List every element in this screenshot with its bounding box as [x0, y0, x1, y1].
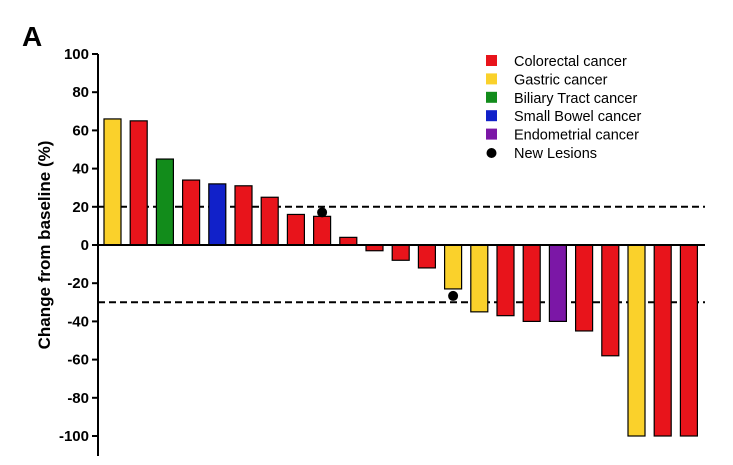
bar [444, 244, 463, 290]
legend: Colorectal cancer Gastric cancer Biliary T… [486, 54, 641, 162]
legend-swatch [486, 55, 497, 66]
y-tick-label: 60 [72, 122, 89, 139]
bar [496, 244, 515, 317]
y-axis-title: Change from baseline (%) [35, 141, 54, 350]
bar [155, 158, 174, 246]
bar [548, 244, 568, 323]
legend-swatch [486, 73, 497, 85]
bar [129, 120, 148, 246]
new-lesion-marker [448, 290, 459, 301]
legend-swatch [486, 91, 497, 103]
bars [103, 118, 699, 437]
legend-swatch [486, 110, 497, 122]
panel-label: A [22, 21, 42, 52]
bar [103, 118, 122, 246]
y-tick-label: -40 [67, 313, 89, 330]
y-tick-label: -20 [67, 275, 89, 292]
y-tick-label: 0 [81, 237, 89, 254]
bar [417, 244, 436, 269]
bar [470, 244, 489, 313]
bar [653, 244, 672, 437]
bar [286, 213, 305, 246]
bar [208, 183, 227, 246]
legend-label: New Lesions [514, 146, 597, 162]
bar [313, 215, 332, 246]
y-tick-label: 100 [64, 46, 89, 63]
bar [391, 244, 410, 261]
bar [627, 244, 646, 437]
bar [234, 185, 253, 246]
legend-label: Biliary Tract cancer [514, 91, 637, 107]
legend-marker [486, 148, 497, 158]
legend-label: Gastric cancer [514, 72, 608, 88]
y-tick-label: -100 [59, 428, 89, 445]
bar [182, 179, 201, 246]
bar [601, 244, 620, 357]
legend-label: Small Bowel cancer [514, 109, 641, 125]
y-axis: 100 80 60 40 20 0 -20 -40 -60 -80 -100 [59, 46, 99, 456]
bar [522, 244, 541, 323]
legend-label: Endometrial cancer [514, 128, 639, 144]
y-tick-label: -80 [67, 390, 89, 407]
bar [679, 244, 699, 437]
new-lesion-markers [317, 207, 459, 301]
y-tick-label: 20 [72, 199, 89, 216]
new-lesion-marker [317, 207, 328, 218]
legend-label: Colorectal cancer [514, 54, 627, 70]
bar [574, 244, 594, 332]
y-tick-label: 80 [72, 84, 89, 101]
bar [339, 236, 358, 246]
y-tick-label: -60 [67, 352, 89, 369]
y-tick-label: 40 [72, 161, 89, 178]
legend-swatch [486, 128, 497, 140]
bar [260, 196, 279, 246]
